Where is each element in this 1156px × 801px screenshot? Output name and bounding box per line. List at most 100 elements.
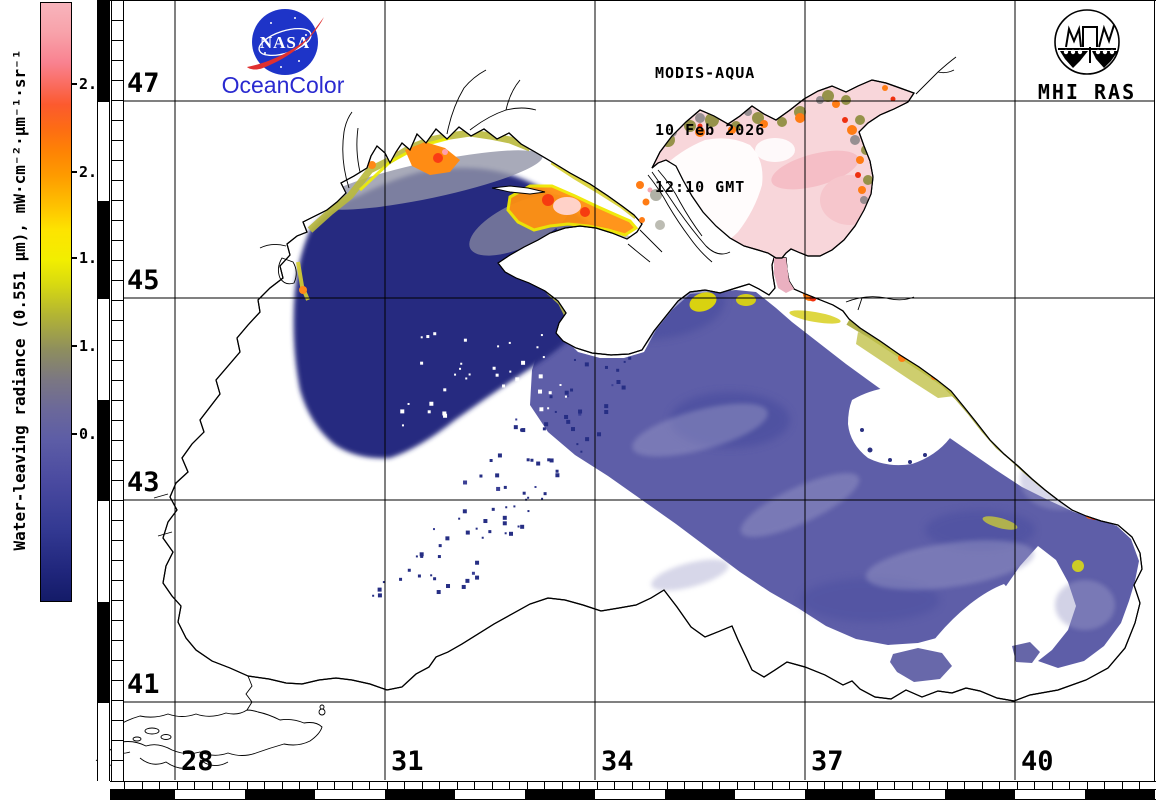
- degree-band: [945, 790, 1015, 799]
- minor-tick: [112, 340, 123, 341]
- nasa-logo: NASA: [247, 9, 324, 75]
- minor-tick: [124, 782, 125, 789]
- graticule: [124, 1, 1154, 780]
- map-frame-right: [1154, 0, 1155, 781]
- acquisition-info: MODIS-AQUA 10 Feb 2026 12:10 GMT: [655, 26, 765, 235]
- cloud-gap-east: [848, 386, 954, 466]
- minor-tick: [614, 782, 615, 789]
- sivash-spots: [636, 181, 665, 230]
- longitude-label: 28: [181, 746, 214, 777]
- degree-band: [245, 790, 315, 799]
- minor-tick: [404, 782, 405, 789]
- minor-tick: [894, 782, 895, 789]
- sensor-name: MODIS-AQUA: [655, 64, 756, 82]
- minor-tick: [112, 200, 123, 201]
- minor-tick: [1034, 782, 1035, 789]
- minor-tick: [112, 240, 123, 241]
- degree-band: [110, 790, 175, 799]
- degree-band: [98, 1, 109, 102]
- minor-tick: [112, 480, 123, 481]
- degree-band: [98, 200, 109, 299]
- minor-tick: [684, 782, 685, 789]
- minor-tick: [281, 782, 283, 789]
- minor-tick: [876, 782, 878, 789]
- minor-tick: [112, 660, 123, 661]
- minor-tick: [112, 760, 123, 761]
- minor-tick: [771, 782, 773, 789]
- minor-tick: [561, 782, 563, 789]
- longitude-label: 34: [601, 746, 634, 777]
- bottom-minor-tick-strip: [110, 781, 1156, 790]
- purple-patch-2: [1012, 642, 1040, 663]
- minor-tick: [369, 782, 370, 789]
- degree-band: [805, 790, 875, 799]
- degree-band: [175, 790, 245, 799]
- minor-tick: [316, 782, 318, 789]
- degree-band: [98, 501, 109, 602]
- purple-patch-1: [890, 648, 952, 682]
- degree-band: [98, 602, 109, 703]
- minor-tick: [946, 782, 948, 789]
- minor-tick: [351, 782, 353, 789]
- minor-tick: [112, 600, 123, 601]
- latitude-label: 43: [127, 467, 160, 498]
- mhi-ras-label: MHI RAS: [1037, 80, 1137, 104]
- colorbar-tick: [71, 433, 77, 435]
- minor-tick: [211, 782, 213, 789]
- minor-tick: [911, 782, 913, 789]
- minor-tick: [112, 40, 123, 41]
- minor-tick: [159, 782, 160, 789]
- minor-tick: [112, 20, 123, 21]
- minor-tick: [112, 120, 123, 121]
- degree-band: [595, 790, 665, 799]
- degree-band: [98, 102, 109, 201]
- minor-tick: [421, 782, 423, 789]
- minor-tick: [112, 620, 123, 621]
- minor-tick: [1104, 782, 1105, 789]
- data-speckles: [372, 295, 643, 598]
- minor-tick: [112, 60, 123, 61]
- degree-band: [665, 790, 735, 799]
- minor-tick: [299, 782, 300, 789]
- map-frame-top: [110, 0, 1156, 1]
- degree-band: [1085, 790, 1155, 799]
- minor-tick: [386, 782, 388, 789]
- degree-band: [98, 299, 109, 400]
- colorbar-gradient: [40, 2, 72, 602]
- minor-tick: [666, 782, 668, 789]
- latitude-label: 41: [127, 669, 160, 700]
- minor-tick: [112, 380, 123, 381]
- minor-tick: [112, 640, 123, 641]
- mhi-ras-logo: [1054, 9, 1120, 75]
- minor-tick: [229, 782, 230, 789]
- left-minor-tick-strip: [111, 0, 124, 781]
- minor-tick: [112, 140, 123, 141]
- degree-band: [315, 790, 385, 799]
- minor-tick: [176, 782, 178, 789]
- minor-tick: [701, 782, 703, 789]
- oceancolor-label: OceanColor: [221, 72, 345, 98]
- minor-tick: [1016, 782, 1018, 789]
- nasa-logo-globe: [252, 9, 318, 75]
- minor-tick: [526, 782, 528, 789]
- longitude-label: 31: [391, 746, 424, 777]
- latitude-label: 45: [127, 265, 160, 296]
- degree-band: [455, 790, 525, 799]
- minor-tick: [112, 80, 123, 81]
- kerch-strait: [774, 258, 794, 293]
- minor-tick: [736, 782, 738, 789]
- minor-tick: [439, 782, 440, 789]
- minor-tick: [141, 782, 143, 789]
- minor-tick: [824, 782, 825, 789]
- minor-tick: [806, 782, 808, 789]
- latitude-label: 47: [127, 68, 160, 99]
- minor-tick: [1051, 782, 1053, 789]
- minor-tick: [112, 160, 123, 161]
- acquisition-date: 10 Feb 2026: [655, 121, 766, 139]
- minor-tick: [194, 782, 195, 789]
- minor-tick: [112, 260, 123, 261]
- minor-tick: [112, 440, 123, 441]
- minor-tick: [112, 360, 123, 361]
- minor-tick: [631, 782, 633, 789]
